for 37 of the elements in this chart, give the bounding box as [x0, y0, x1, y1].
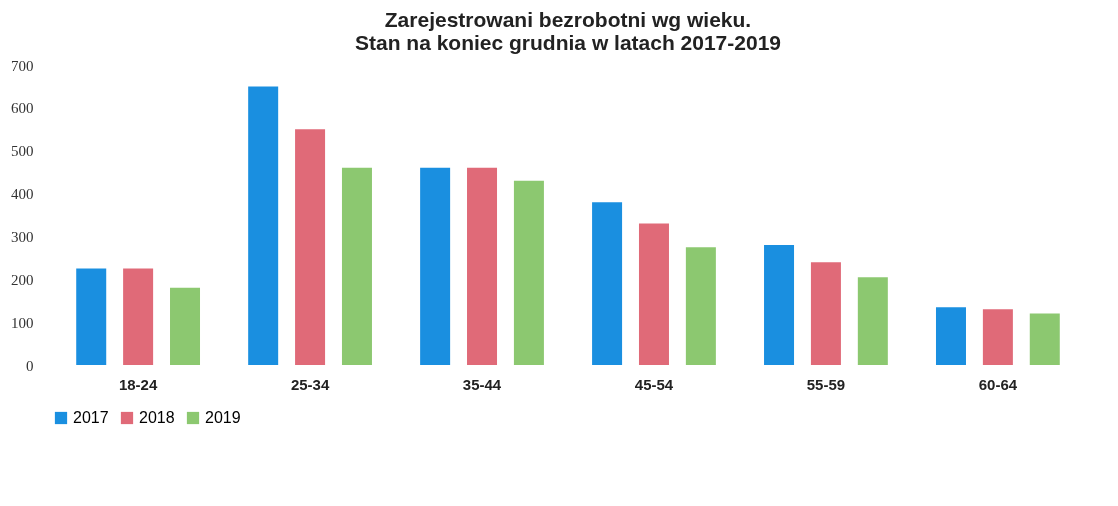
legend-label: 2019 — [205, 409, 241, 426]
bar — [248, 86, 279, 365]
x-tick-label: 35-44 — [462, 375, 502, 393]
bar — [982, 309, 1013, 365]
bar — [170, 287, 201, 365]
x-tick-label: 45-54 — [634, 375, 674, 393]
bar — [123, 268, 154, 365]
y-tick-label: 500 — [11, 143, 34, 160]
y-tick-label: 100 — [11, 314, 34, 331]
y-tick-label: 300 — [11, 228, 34, 245]
bar — [295, 129, 326, 365]
bar — [467, 167, 498, 365]
x-tick-label: 60-64 — [978, 375, 1018, 393]
bar — [935, 307, 966, 365]
y-tick-label: 0 — [26, 357, 34, 374]
legend-label: 2018 — [139, 409, 175, 426]
x-tick-label: 55-59 — [806, 375, 846, 393]
x-tick-label: 25-34 — [290, 375, 330, 393]
bar — [857, 277, 888, 365]
y-tick-label: 700 — [11, 57, 34, 74]
bar — [1029, 313, 1060, 365]
bar — [341, 167, 372, 365]
y-tick-label: 400 — [11, 186, 34, 203]
bar — [513, 180, 544, 365]
x-tick-label: 18-24 — [118, 375, 158, 393]
text: Stan na koniec grudnia w latach 2017-2019 — [355, 31, 781, 54]
bar — [76, 268, 107, 365]
bar — [764, 245, 795, 365]
text: Zarejestrowani bezrobotni wg wieku. — [384, 8, 752, 31]
bar — [685, 247, 716, 365]
y-tick-label: 600 — [11, 100, 34, 117]
bar — [638, 223, 669, 365]
bar — [592, 202, 623, 365]
bar — [420, 167, 451, 365]
legend-label: 2017 — [73, 409, 109, 426]
y-tick-label: 200 — [11, 271, 34, 288]
bar — [810, 262, 841, 365]
